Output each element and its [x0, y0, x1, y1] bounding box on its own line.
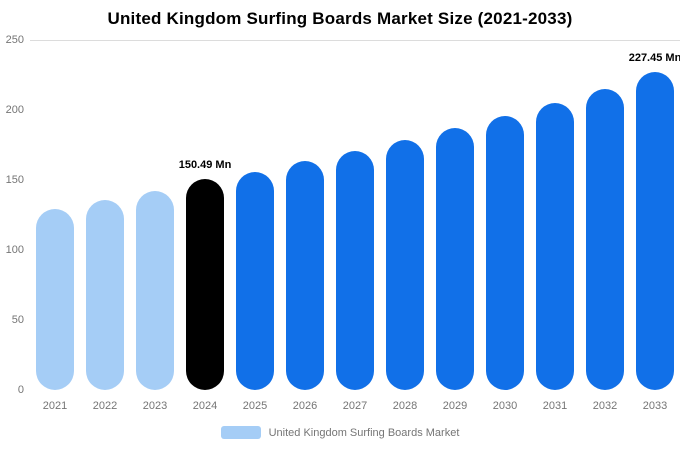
x-tick-label: 2033	[642, 400, 668, 412]
bar-2033	[636, 71, 674, 390]
y-tick-label: 0	[17, 384, 24, 396]
x-tick-label: 2022	[92, 400, 118, 412]
y-tick-label: 150	[5, 174, 24, 186]
bar-2026	[286, 161, 324, 390]
bar-2023	[136, 190, 174, 390]
x-tick-label: 2023	[142, 400, 168, 412]
x-tick-label: 2024	[192, 400, 218, 412]
y-tick-label: 50	[11, 314, 24, 326]
y-tick-label: 200	[5, 104, 24, 116]
legend-label: United Kingdom Surfing Boards Market	[268, 426, 460, 439]
bar-2030	[486, 115, 524, 390]
legend[interactable]: United Kingdom Surfing Boards Market	[0, 426, 680, 439]
legend-swatch-icon	[220, 426, 261, 439]
bar-2025	[236, 171, 274, 390]
y-tick-label: 100	[5, 244, 24, 256]
x-tick-label: 2029	[442, 400, 468, 412]
x-tick-label: 2032	[592, 400, 618, 412]
x-tick-label: 2027	[342, 400, 368, 412]
bar-2024	[186, 179, 224, 390]
bar-2022	[86, 200, 124, 390]
x-tick-label: 2028	[392, 400, 418, 412]
chart-title: United Kingdom Surfing Boards Market Siz…	[107, 9, 573, 28]
bar-2032	[586, 89, 624, 390]
bar-2027	[336, 151, 374, 390]
x-tick-label: 2021	[42, 400, 68, 412]
bar-2028	[386, 140, 424, 390]
x-tick-label: 2031	[542, 400, 568, 412]
bar-value-label: 227.45 Mn	[628, 51, 680, 64]
x-tick-label: 2030	[492, 400, 518, 412]
y-tick-label: 250	[5, 34, 24, 46]
bar-2029	[436, 128, 474, 390]
plot-area	[30, 40, 680, 390]
x-axis: 2021 2022 2023 2024 2025 2026 2027 2028 2029 2030…	[0, 400, 680, 416]
x-tick-label: 2025	[242, 400, 268, 412]
bar-2021	[36, 209, 74, 390]
bar-value-label: 150.49 Mn	[178, 159, 232, 172]
bar-2031	[536, 103, 574, 390]
x-tick-label: 2026	[292, 400, 318, 412]
